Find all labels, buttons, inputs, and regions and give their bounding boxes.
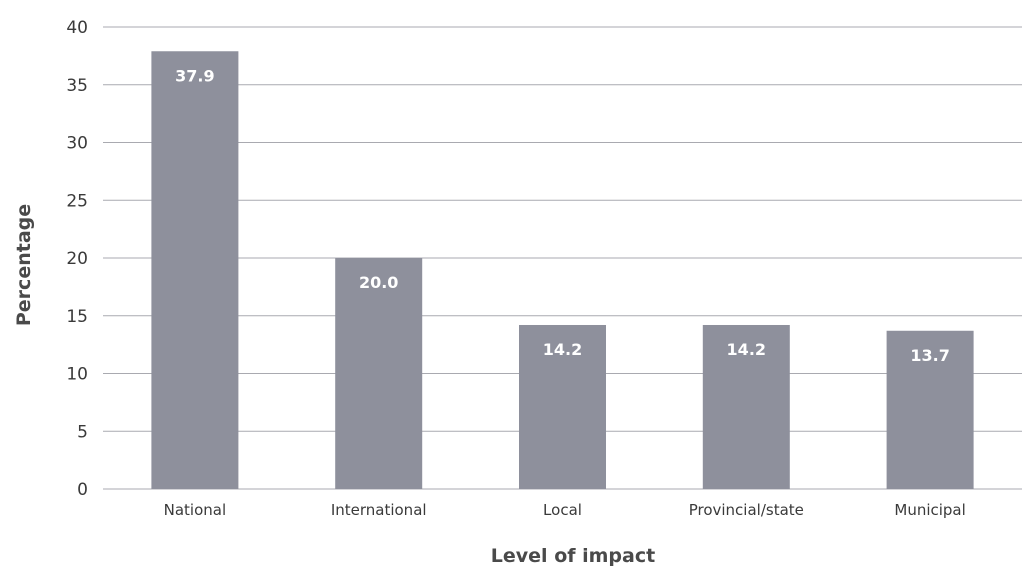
data-label: 13.7 xyxy=(910,346,949,365)
data-labels: 37.9 20.0 14.2 14.2 13.7 xyxy=(175,66,950,365)
bar-municipal xyxy=(886,330,974,489)
y-tick-label: 0 xyxy=(77,480,88,500)
y-axis-tick-labels: 0 5 10 15 20 25 30 35 40 xyxy=(66,18,88,500)
x-axis-category-labels: National International Local Provincial/sta… xyxy=(164,501,966,519)
bar-national xyxy=(151,51,239,489)
data-label: 14.2 xyxy=(543,340,582,359)
y-tick-label: 5 xyxy=(77,422,88,442)
x-axis-title: Level of impact xyxy=(491,545,655,567)
x-category-label: Local xyxy=(543,501,582,519)
x-category-label: National xyxy=(164,501,227,519)
y-tick-label: 25 xyxy=(66,191,88,211)
y-tick-label: 40 xyxy=(66,18,88,38)
x-category-label: Provincial/state xyxy=(689,501,804,519)
y-tick-label: 35 xyxy=(66,76,88,96)
x-category-label: Municipal xyxy=(894,501,965,519)
x-category-label: International xyxy=(331,501,427,519)
bar-local xyxy=(519,324,606,489)
data-label: 14.2 xyxy=(727,340,766,359)
bar-international xyxy=(335,258,423,489)
grid-lines xyxy=(103,26,1022,490)
bars xyxy=(151,51,974,489)
data-label: 37.9 xyxy=(175,66,214,85)
bar-provincial-state xyxy=(702,324,790,489)
y-tick-label: 30 xyxy=(66,134,88,154)
y-tick-label: 10 xyxy=(66,365,88,385)
data-label: 20.0 xyxy=(359,273,398,292)
y-tick-label: 15 xyxy=(66,307,88,327)
y-tick-label: 20 xyxy=(66,249,88,269)
y-axis-title: Percentage xyxy=(13,204,35,326)
